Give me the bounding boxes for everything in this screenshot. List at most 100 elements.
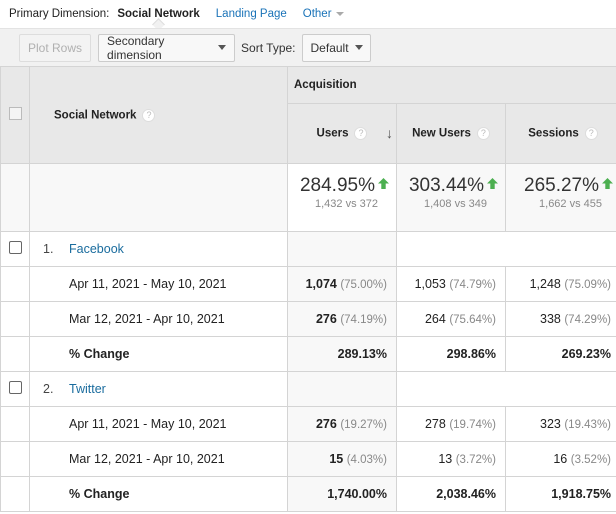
summary-empty-cell: [0, 163, 30, 232]
value: 276: [315, 312, 337, 326]
row-checkbox-cell: [0, 231, 30, 267]
acquisition-group-header: Acquisition: [286, 66, 616, 104]
cell-users: 15 (4.03%): [287, 441, 397, 477]
table-row: 1. Facebook: [0, 231, 616, 267]
row-rank: 1.: [43, 242, 54, 256]
column-label: Sessions: [528, 127, 579, 140]
summary-change: 265.27%: [524, 175, 600, 196]
row-name-link[interactable]: Facebook: [69, 242, 124, 256]
dimension-other-dropdown[interactable]: Other: [303, 8, 344, 20]
summary-users: 284.95% 1,432 vs 372: [287, 163, 397, 232]
report-table: Social Network? Acquisition Users? ↓ New …: [0, 66, 616, 512]
row-checkbox[interactable]: [8, 241, 22, 254]
dimension-header-label: Social Network: [54, 109, 137, 122]
change-sessions: 1,918.75%: [504, 476, 616, 512]
change-users: 289.13%: [287, 336, 397, 372]
empty-cell: [0, 406, 30, 442]
change-new-users: 298.86%: [396, 336, 506, 372]
column-header-sessions[interactable]: Sessions?: [504, 103, 616, 164]
change-new-users: 2,038.46%: [396, 476, 506, 512]
percent: (3.52%): [570, 454, 612, 466]
table-row: Apr 11, 2021 - May 10, 2021 276 (19.27%)…: [0, 406, 616, 442]
date-range-previous: Mar 12, 2021 - Apr 10, 2021: [29, 301, 288, 337]
help-icon[interactable]: ?: [584, 127, 598, 140]
cell-new-users: 278 (19.74%): [396, 406, 506, 442]
summary-change: 303.44%: [408, 175, 484, 196]
summary-compare: 1,662 vs 455: [539, 198, 603, 210]
summary-compare: 1,432 vs 372: [315, 198, 378, 210]
summary-new-users: 303.44% 1,408 vs 349: [396, 163, 506, 232]
percent: (75.64%): [449, 314, 496, 326]
table-row: Mar 12, 2021 - Apr 10, 2021 276 (74.19%)…: [0, 301, 616, 337]
plot-rows-button[interactable]: Plot Rows: [19, 33, 92, 62]
table-row: % Change 1,740.00% 2,038.46% 1,918.75%: [0, 476, 616, 512]
column-label: Users: [316, 127, 349, 140]
change-sessions: 269.23%: [504, 336, 616, 372]
value: 338: [540, 312, 561, 326]
chevron-down-icon: [218, 45, 227, 50]
summary-sessions: 265.27% 1,662 vs 455: [504, 163, 616, 232]
row-name-link[interactable]: Twitter: [69, 382, 106, 396]
percent: (19.43%): [564, 419, 612, 431]
sort-type-label: Sort Type:: [241, 40, 296, 55]
date-range-current: Apr 11, 2021 - May 10, 2021: [29, 406, 288, 442]
summary-compare: 1,408 vs 349: [424, 198, 487, 210]
value: 276: [315, 417, 337, 431]
empty-cell: [0, 266, 30, 302]
dimension-social-network[interactable]: Social Network: [117, 8, 200, 20]
empty-cell: [0, 301, 30, 337]
column-header-users[interactable]: Users? ↓: [287, 103, 397, 164]
column-header-new-users[interactable]: New Users?: [396, 103, 506, 164]
secondary-dimension-label: Secondary dimension: [107, 33, 165, 62]
help-icon[interactable]: ?: [476, 127, 490, 140]
cell-users: 276 (74.19%): [287, 301, 397, 337]
sort-descending-icon: ↓: [386, 124, 393, 141]
primary-dimension-bar: Primary Dimension: Social Network Landin…: [0, 0, 616, 28]
cell-sessions: 16 (3.52%): [504, 441, 616, 477]
help-icon[interactable]: ?: [142, 108, 156, 122]
row-name-cell: 2. Twitter: [29, 371, 288, 407]
row-empty: [395, 371, 616, 407]
cell-new-users: 1,053 (74.79%): [396, 266, 506, 302]
trend-up-icon: [378, 178, 389, 190]
table-toolbar: Plot Rows Secondary dimension Sort Type:…: [0, 28, 616, 66]
table-row: Mar 12, 2021 - Apr 10, 2021 15 (4.03%) 1…: [0, 441, 616, 477]
trend-up-icon: [487, 178, 498, 190]
select-all-checkbox[interactable]: [8, 107, 22, 120]
row-checkbox[interactable]: [8, 381, 22, 394]
dimension-landing-page[interactable]: Landing Page: [215, 8, 287, 20]
cell-sessions: 338 (74.29%): [504, 301, 616, 337]
summary-empty-cell: [29, 163, 288, 232]
empty-cell: [0, 336, 30, 372]
empty-cell: [0, 441, 30, 477]
sort-type-dropdown[interactable]: Default: [301, 33, 371, 62]
summary-change: 284.95%: [299, 175, 375, 196]
row-checkbox-cell: [0, 371, 30, 407]
percent: (19.74%): [449, 419, 496, 431]
row-users-empty: [287, 371, 397, 407]
value: 1,053: [414, 277, 446, 291]
chevron-down-icon: [354, 45, 363, 50]
select-all-cell: [0, 66, 30, 164]
percent: (75.09%): [564, 279, 612, 291]
percent: (3.72%): [455, 454, 496, 466]
percent: (74.29%): [564, 314, 612, 326]
row-users-empty: [287, 231, 397, 267]
date-range-previous: Mar 12, 2021 - Apr 10, 2021: [29, 441, 288, 477]
percent: (19.27%): [340, 419, 387, 431]
dimension-header[interactable]: Social Network?: [29, 66, 288, 164]
trend-up-icon: [602, 178, 614, 190]
table-row: Apr 11, 2021 - May 10, 2021 1,074 (75.00…: [0, 266, 616, 302]
summary-row: 284.95% 1,432 vs 372 303.44% 1,408 vs 34…: [0, 163, 616, 232]
primary-dimension-label: Primary Dimension:: [9, 8, 110, 20]
cell-new-users: 264 (75.64%): [396, 301, 506, 337]
row-rank: 2.: [43, 382, 54, 396]
empty-cell: [0, 476, 30, 512]
value: 15: [329, 452, 344, 466]
cell-users: 1,074 (75.00%): [287, 266, 397, 302]
value: 278: [424, 417, 446, 431]
help-icon[interactable]: ?: [354, 127, 368, 140]
secondary-dimension-dropdown[interactable]: Secondary dimension: [98, 33, 236, 62]
value: 16: [553, 452, 568, 466]
value: 264: [424, 312, 446, 326]
